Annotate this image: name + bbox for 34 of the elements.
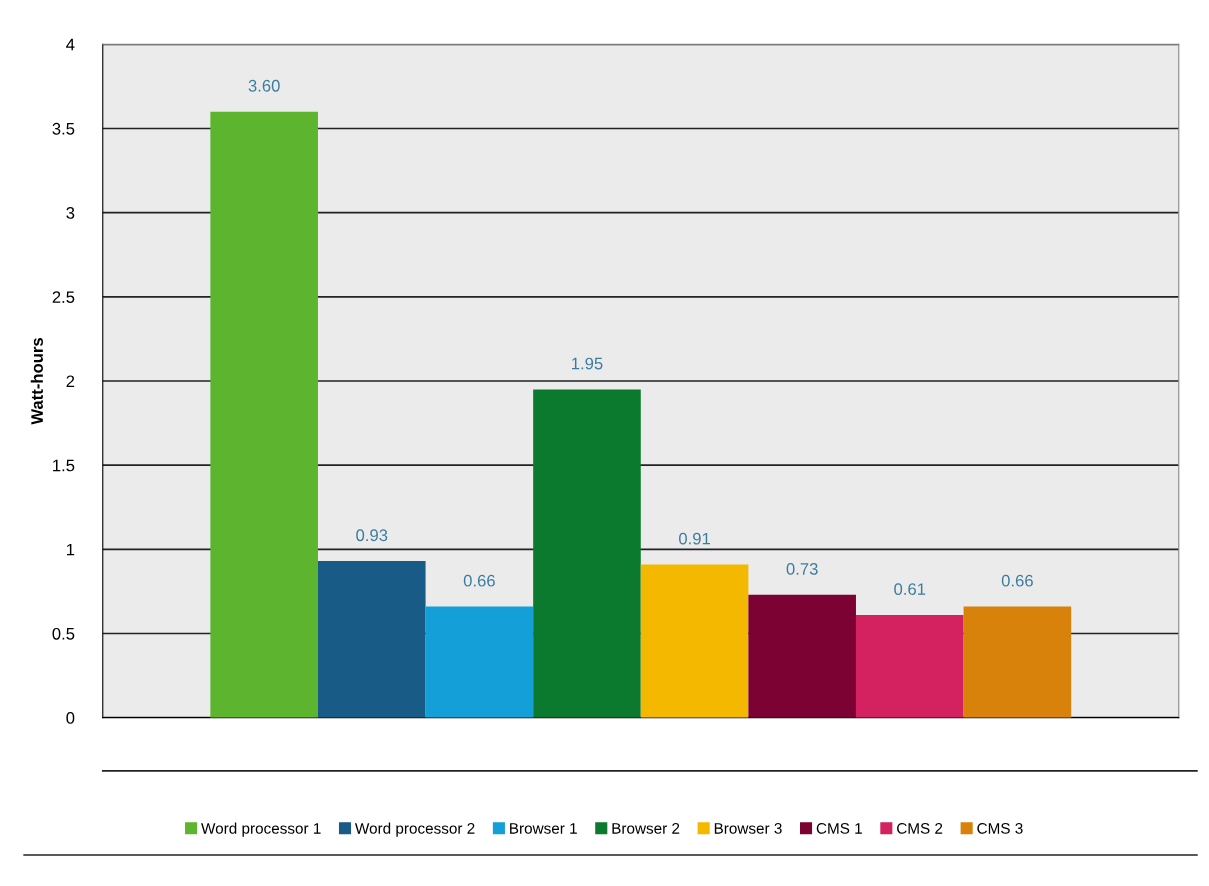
data-label: 0.91 <box>679 532 710 545</box>
y-tick-label: 4 <box>66 38 75 51</box>
y-tick-label: 1.5 <box>53 459 75 472</box>
y-tick-label: 2 <box>66 375 75 388</box>
legend-label: CMS 1 <box>816 822 862 834</box>
bar <box>855 614 964 718</box>
bar <box>640 564 749 718</box>
bar <box>963 606 1072 718</box>
legend-label: CMS 3 <box>977 822 1023 834</box>
bar <box>533 389 641 718</box>
data-label: 1.95 <box>572 357 603 370</box>
legend-label: Word processor 2 <box>354 822 475 837</box>
data-label: 0.66 <box>463 574 495 587</box>
y-tick-label: 3.5 <box>52 122 75 135</box>
bar <box>317 561 426 718</box>
legend-label: Browser 2 <box>612 822 680 834</box>
y-tick-label: 0.5 <box>52 627 75 640</box>
data-label: 0.93 <box>356 529 388 542</box>
y-axis-title: Watt-hours <box>30 338 43 425</box>
legend-label: Browser 1 <box>510 823 577 834</box>
y-tick-label: 0 <box>66 712 75 724</box>
y-tick-label: 1 <box>66 543 75 556</box>
data-label: 0.73 <box>786 563 818 575</box>
bar <box>210 111 318 718</box>
data-label: 0.66 <box>1001 574 1033 587</box>
bar <box>748 594 856 718</box>
y-tick-label: 3 <box>66 207 75 219</box>
data-label: 3.60 <box>248 79 280 92</box>
data-label: 0.61 <box>894 583 926 596</box>
legend-label: Browser 3 <box>714 822 782 834</box>
y-tick-label: 2.5 <box>52 291 75 304</box>
legend-label: Word processor 1 <box>201 822 321 837</box>
legend-label: CMS 2 <box>897 822 943 834</box>
bar <box>425 606 534 718</box>
